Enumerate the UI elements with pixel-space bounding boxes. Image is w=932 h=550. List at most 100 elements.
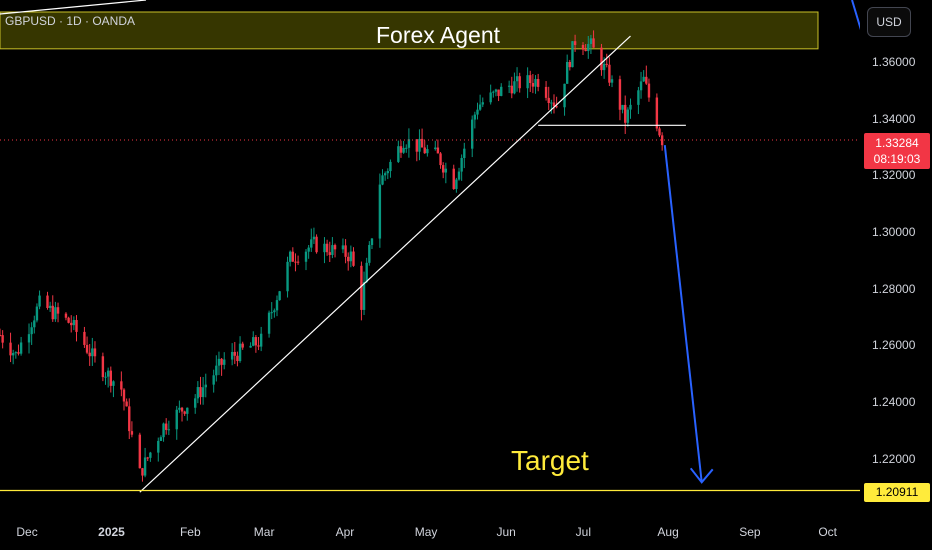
candle [452, 164, 455, 190]
candle [167, 420, 171, 436]
currency-button[interactable]: USD [867, 7, 911, 37]
candle [494, 88, 498, 97]
candle [201, 377, 205, 405]
trendline [139, 35, 631, 493]
candle [215, 355, 218, 382]
candle [106, 367, 110, 388]
candle [254, 335, 258, 353]
candle [492, 90, 495, 98]
candle [48, 301, 52, 312]
candle [267, 310, 271, 338]
candle [101, 352, 105, 382]
candle [587, 35, 590, 59]
candle [531, 73, 535, 94]
old-trendline [0, 0, 147, 15]
candle [610, 75, 614, 88]
candle [344, 239, 347, 264]
candle [331, 237, 334, 259]
target-label: Target [511, 445, 589, 476]
time-axis[interactable] [0, 520, 860, 550]
candle [122, 388, 126, 411]
candle [223, 352, 226, 370]
symbol-title[interactable]: GBPUSD · 1D · OANDA [5, 14, 136, 28]
candle [389, 159, 392, 178]
candle [175, 405, 178, 440]
price-axis[interactable] [860, 0, 932, 520]
candle [637, 86, 640, 115]
candle [64, 312, 68, 321]
candle [9, 332, 12, 363]
price-tick: 1.30000 [872, 224, 916, 239]
candle [362, 271, 366, 316]
candle [286, 256, 289, 298]
resistance-zone [0, 11, 819, 50]
candle [296, 255, 300, 265]
candle [618, 75, 622, 121]
time-tick: Aug [657, 525, 679, 539]
candle [536, 73, 540, 92]
candle [27, 323, 31, 354]
price-tick: 1.32000 [872, 168, 916, 183]
candle [463, 142, 466, 169]
candle [104, 372, 107, 385]
price-tick: 1.28000 [872, 281, 916, 296]
candle [370, 237, 374, 249]
candle [513, 72, 516, 95]
candle [457, 167, 461, 181]
time-tick: Mar [253, 525, 275, 539]
candle [423, 140, 426, 154]
candle [600, 43, 603, 76]
candle [399, 140, 403, 158]
candle [72, 316, 76, 331]
time-tick: Jun [496, 525, 516, 539]
candle [220, 357, 223, 376]
candle [455, 177, 458, 193]
candle [510, 76, 513, 99]
candle [534, 75, 537, 94]
candle [333, 243, 337, 258]
candle [112, 380, 115, 398]
candle [51, 295, 54, 322]
zone-rect [0, 11, 819, 50]
candle [647, 78, 651, 102]
forex-agent-label: Forex Agent [376, 22, 501, 48]
candle [230, 343, 234, 366]
time-tick: Apr [335, 525, 355, 539]
candle [307, 245, 310, 259]
price-tick: 1.24000 [872, 394, 916, 409]
projection-arrow [663, 145, 703, 483]
candle [418, 129, 421, 161]
candle [608, 57, 611, 87]
candle [275, 295, 279, 317]
candle [325, 239, 329, 256]
blue-line-top [851, 0, 862, 31]
candle [368, 241, 371, 266]
candle [397, 140, 400, 163]
candle [658, 126, 661, 138]
current-price-tag: 1.33284 08:19:03 [864, 133, 930, 169]
candle [88, 343, 91, 366]
candle [194, 394, 197, 414]
candle [75, 315, 78, 342]
time-tick: Feb [179, 525, 201, 539]
candle [347, 252, 350, 271]
arrow-head [689, 467, 714, 484]
candle [621, 104, 624, 114]
price-tick: 1.34000 [872, 111, 916, 126]
candle [568, 59, 572, 71]
candle [626, 107, 630, 127]
candle [204, 373, 207, 398]
time-tick: May [414, 525, 438, 539]
candle [383, 171, 387, 181]
candle [550, 99, 553, 114]
candle [294, 253, 297, 272]
candle [249, 342, 252, 348]
candle [518, 72, 521, 93]
candle [378, 173, 382, 248]
candle [241, 341, 244, 350]
candle [233, 341, 236, 364]
candle [83, 326, 86, 348]
candle [149, 451, 152, 462]
candle [128, 398, 131, 440]
